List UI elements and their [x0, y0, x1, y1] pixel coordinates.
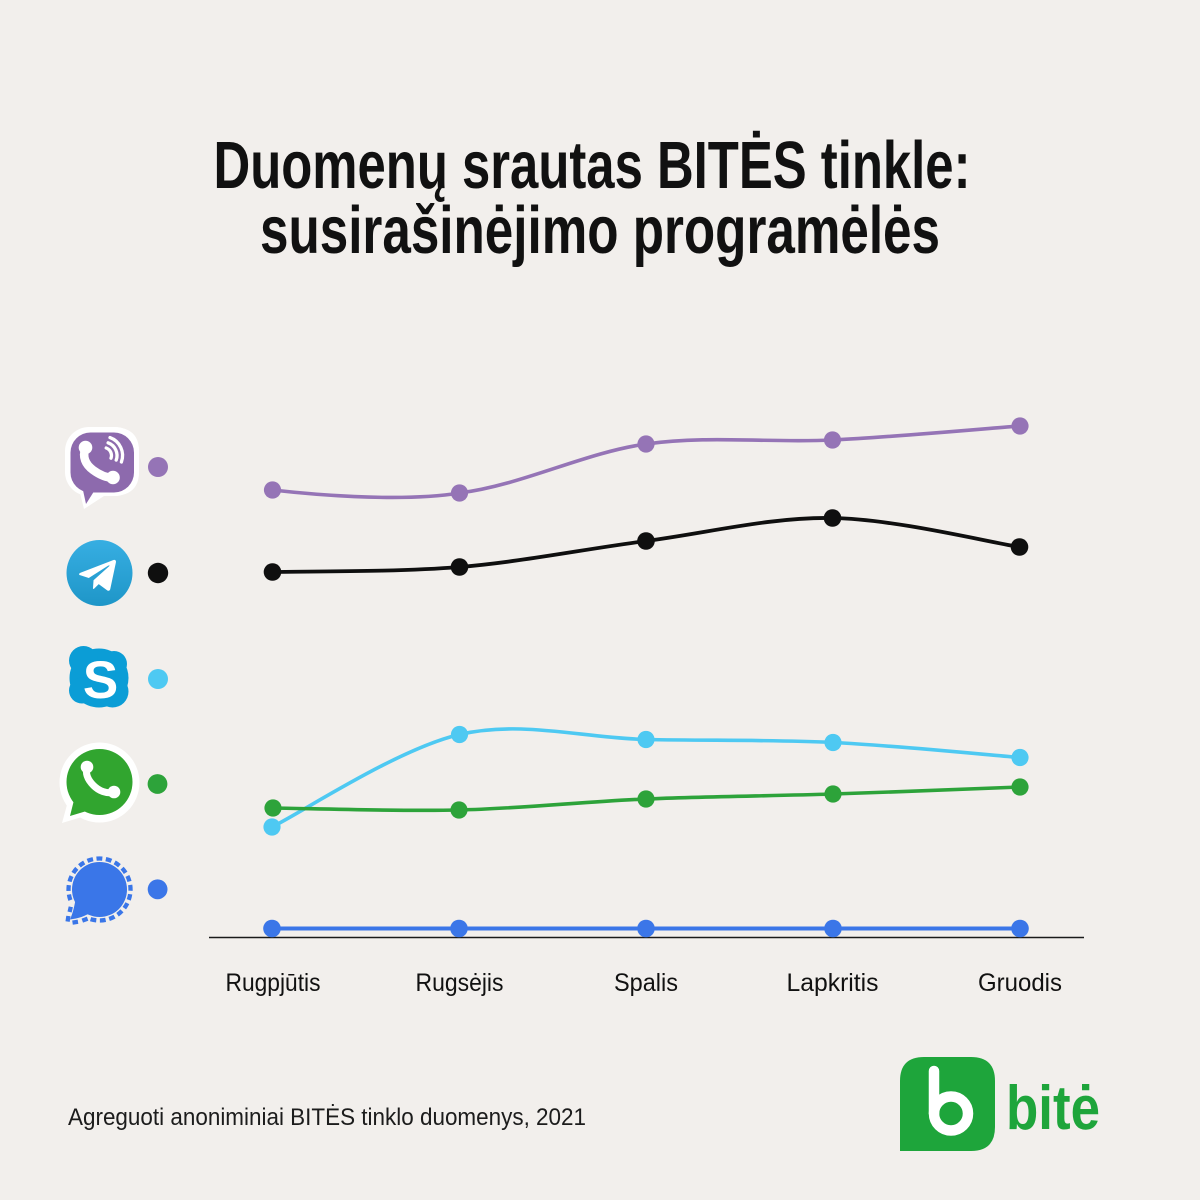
- svg-text:Agreguoti anoniminiai BITĖS ti: Agreguoti anoniminiai BITĖS tinklo duome…: [68, 1104, 586, 1131]
- svg-text:Spalis: Spalis: [614, 969, 678, 997]
- svg-text:Duomenų srautas BITĖS tinkle:: Duomenų srautas BITĖS tinkle:: [214, 128, 971, 203]
- svg-text:Gruodis: Gruodis: [978, 969, 1062, 997]
- svg-text:susirašinėjimo programėlės: susirašinėjimo programėlės: [260, 193, 940, 268]
- svg-text:Lapkritis: Lapkritis: [787, 969, 879, 997]
- svg-text:Rugsėjis: Rugsėjis: [416, 969, 504, 997]
- svg-text:S: S: [83, 651, 118, 710]
- svg-text:Rugpjūtis: Rugpjūtis: [226, 969, 321, 997]
- svg-text:bitė: bitė: [1006, 1074, 1100, 1143]
